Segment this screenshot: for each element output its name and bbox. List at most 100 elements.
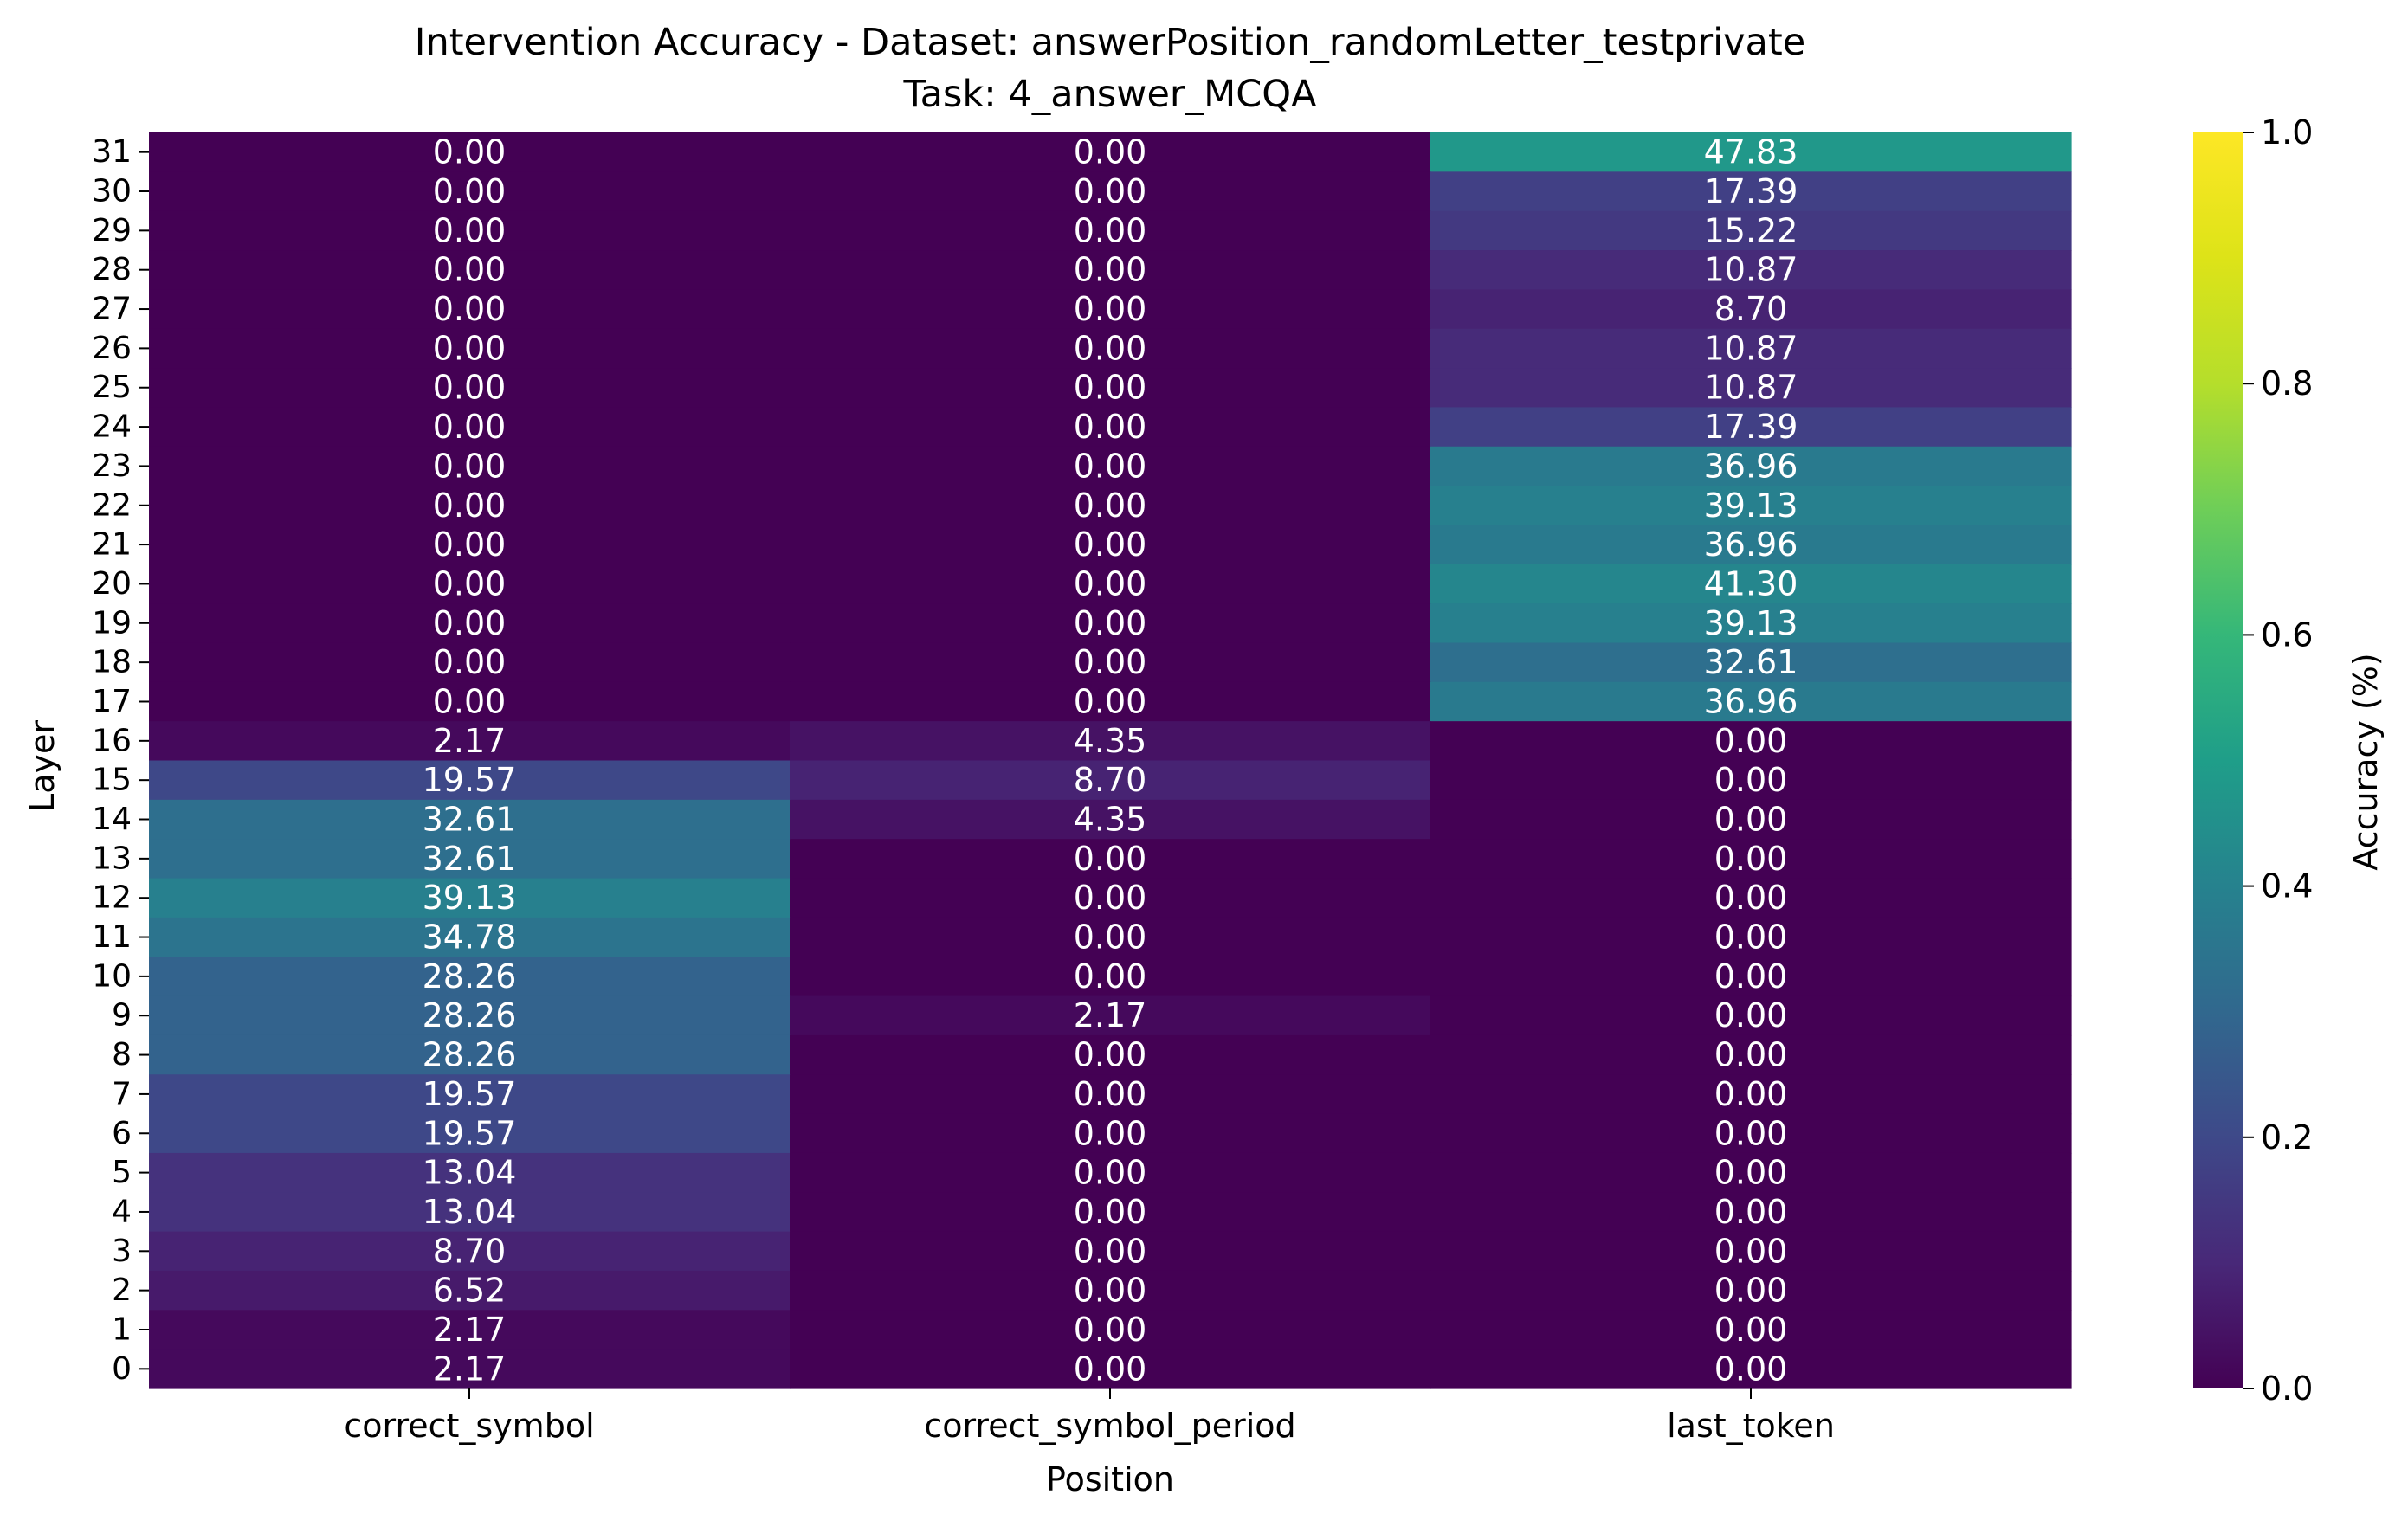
heatmap-cell (790, 210, 1431, 251)
y-tick-label: 12 (92, 880, 132, 916)
heatmap-cell (149, 1074, 791, 1115)
heatmap-cell (790, 289, 1431, 330)
heatmap-cell (790, 486, 1431, 526)
cell-value-label: 0.00 (433, 525, 507, 564)
heatmap-cell (149, 957, 791, 997)
heatmap-cell (1430, 1349, 2072, 1389)
y-tick-label: 29 (92, 213, 132, 248)
y-tick-label: 31 (92, 134, 132, 170)
cell-value-label: 2.17 (1074, 996, 1147, 1034)
colorbar-tick-label: 0.8 (2261, 364, 2313, 403)
y-tick-label: 19 (92, 605, 132, 641)
heatmap-cell (1430, 210, 2072, 251)
heatmap-cell (790, 799, 1431, 840)
y-tick-label: 17 (92, 684, 132, 719)
heatmap-cell (790, 957, 1431, 997)
cell-value-label: 32.61 (423, 840, 517, 878)
heatmap-cell (1430, 878, 2072, 918)
heatmap-cell (790, 1074, 1431, 1115)
heatmap-cell (790, 721, 1431, 762)
cell-value-label: 0.00 (1714, 722, 1788, 760)
heatmap-cell (149, 289, 791, 330)
heatmap-cell (790, 681, 1431, 722)
heatmap-cell (790, 250, 1431, 290)
heatmap-cell (790, 171, 1431, 212)
heatmap-cell (1430, 368, 2072, 409)
heatmap-cell (149, 839, 791, 879)
heatmap-cell (1430, 446, 2072, 486)
heatmap-cell (1430, 1310, 2072, 1350)
heatmap-cell (790, 1192, 1431, 1233)
heatmap-cell (1430, 525, 2072, 565)
heatmap-cell (1430, 1231, 2072, 1272)
y-tick-label: 0 (112, 1351, 132, 1387)
heatmap-cell (1430, 171, 2072, 212)
x-axis: correct_symbol correct_symbol_period last_… (344, 1388, 1835, 1445)
cell-value-label: 41.30 (1704, 564, 1798, 602)
y-tick-label: 3 (112, 1234, 132, 1269)
heatmap-cell (149, 760, 791, 801)
cell-value-label: 39.13 (1704, 604, 1798, 642)
cell-value-label: 10.87 (1704, 369, 1798, 407)
x-tick-label: correct_symbol_period (924, 1407, 1295, 1445)
heatmap-cell (149, 799, 791, 840)
heatmap-cell (1430, 995, 2072, 1036)
cell-value-label: 0.00 (1074, 525, 1147, 564)
cell-value-label: 0.00 (1714, 1154, 1788, 1192)
cell-value-label: 8.70 (1074, 761, 1147, 799)
heatmap-cell (149, 1310, 791, 1350)
colorbar: 0.0 0.2 0.4 0.6 0.8 1.0 (2193, 113, 2313, 1408)
cell-value-label: 4.35 (1074, 722, 1147, 760)
heatmap-cell (790, 132, 1431, 172)
cell-value-label: 0.00 (1074, 1075, 1147, 1113)
y-tick-label: 27 (92, 292, 132, 327)
heatmap-cell (790, 1034, 1431, 1075)
cell-value-label: 39.13 (423, 879, 517, 917)
y-tick-label: 6 (112, 1116, 132, 1151)
heatmap-cell (149, 446, 791, 486)
heatmap-cell (149, 1113, 791, 1154)
heatmap-cell (1430, 1113, 2072, 1154)
heatmap-cell (149, 878, 791, 918)
cell-value-label: 0.00 (1074, 1232, 1147, 1270)
y-axis: 3130292827262524232221201918171615141312… (92, 134, 149, 1387)
cell-value-label: 0.00 (433, 211, 507, 249)
heatmap-cell (1430, 839, 2072, 879)
heatmap-cell (1430, 642, 2072, 683)
colorbar-tick-label: 0.2 (2261, 1118, 2313, 1157)
cell-value-label: 0.00 (1074, 1350, 1147, 1388)
heatmap-cell (149, 995, 791, 1036)
y-tick-label: 20 (92, 566, 132, 602)
cell-value-label: 28.26 (423, 957, 517, 995)
y-tick-label: 2 (112, 1272, 132, 1308)
y-tick-label: 10 (92, 958, 132, 994)
heatmap-cell (790, 1231, 1431, 1272)
heatmap-cell (1430, 917, 2072, 957)
cell-value-label: 0.00 (1074, 172, 1147, 210)
cell-value-label: 0.00 (1074, 564, 1147, 602)
heatmap-cell (790, 1113, 1431, 1154)
cell-value-label: 0.00 (1714, 1036, 1788, 1074)
cell-value-label: 0.00 (433, 643, 507, 681)
heatmap-cell (790, 1152, 1431, 1193)
cell-value-label: 13.04 (423, 1193, 517, 1231)
colorbar-tick-label: 0.4 (2261, 867, 2313, 905)
y-tick-label: 21 (92, 527, 132, 563)
cell-value-label: 0.00 (1714, 1114, 1788, 1152)
cell-value-label: 32.61 (423, 801, 517, 839)
heatmap-cell (790, 564, 1431, 604)
cell-value-label: 0.00 (1714, 840, 1788, 878)
colorbar-gradient (2193, 132, 2243, 1388)
y-tick-label: 4 (112, 1194, 132, 1229)
heatmap-cells (149, 132, 2072, 1389)
cell-value-label: 4.35 (1074, 801, 1147, 839)
heatmap-cell (149, 250, 791, 290)
cell-value-label: 0.00 (1074, 604, 1147, 642)
cell-value-label: 0.00 (1074, 957, 1147, 995)
heatmap-cell (149, 486, 791, 526)
heatmap-cell (149, 1270, 791, 1311)
cell-value-label: 0.00 (433, 329, 507, 367)
heatmap-cell (149, 407, 791, 448)
cell-value-label: 36.96 (1704, 525, 1798, 564)
y-tick-label: 24 (92, 409, 132, 445)
